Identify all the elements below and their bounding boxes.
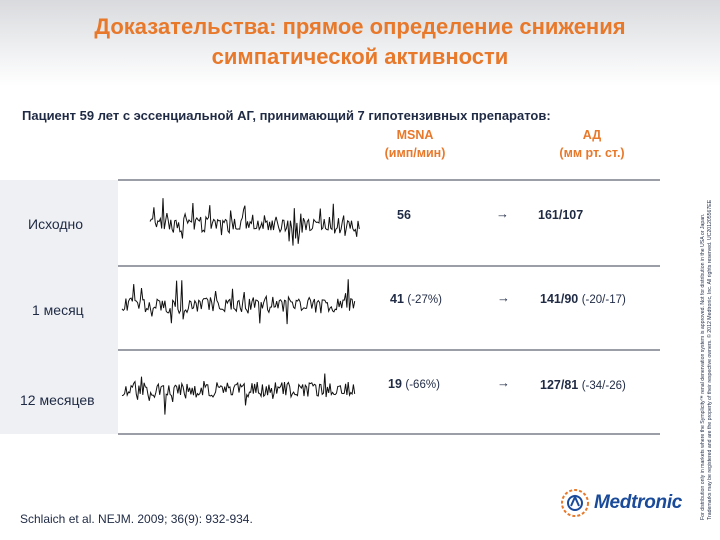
slide-title: Доказательства: прямое определение сниже… [0,12,720,72]
msna-value-1-month: 41 (-27%) [390,292,442,306]
msna-number: 56 [397,208,411,222]
row-label-12-months: 12 месяцев [20,392,95,408]
legal-side-note: For distribution only in markets where t… [700,80,714,520]
msna-change: (-27%) [407,294,442,306]
ad-number: 141/90 [540,292,579,306]
medtronic-mark-icon [561,489,589,517]
msna-number: 41 [390,292,404,306]
label-column-bg [0,180,118,434]
side-note-line-1: For distribution only in markets where t… [700,213,706,521]
column-header-ad: АД (мм рт. ст.) [532,126,652,162]
arrow-right-icon: → [497,290,510,305]
ad-header-line-1: АД [582,128,602,142]
row-label-baseline: Исходно [28,216,84,232]
ad-number: 127/81 [540,378,579,392]
slide-subtitle: Пациент 59 лет с эссенциальной АГ, прини… [22,108,551,123]
citation: Schlaich et al. NEJM. 2009; 36(9): 932-9… [20,512,253,526]
ad-change: (-34/-26) [581,380,626,392]
ad-value-1-month: 141/90 (-20/-17) [540,292,626,306]
msna-number: 19 [388,377,402,391]
ad-value-baseline: 161/107 [538,208,583,222]
msna-change: (-66%) [405,379,440,391]
msna-trace-row-1 [121,279,356,325]
arrow-right-icon: → [497,375,510,390]
brand-name: Medtronic [594,492,683,513]
row-label-1-month: 1 месяц [32,302,84,318]
msna-trace-row-2 [121,373,356,415]
title-line-1: Доказательства: прямое определение сниже… [94,14,626,39]
medtronic-logo: Medtronic [560,488,682,518]
msna-value-12-months: 19 (-66%) [388,377,440,391]
ad-value-12-months: 127/81 (-34/-26) [540,378,626,392]
header-band [0,0,720,86]
column-header-msna: MSNA (имп/мин) [360,126,470,162]
msna-header-line-2: (имп/мин) [384,146,446,160]
ad-number: 161/107 [538,208,584,222]
title-line-2: симпатической активности [211,44,509,69]
arrow-right-icon: → [496,206,509,221]
ad-change: (-20/-17) [581,294,626,306]
ad-header-line-2: (мм рт. ст.) [559,146,625,160]
msna-value-baseline: 56 [397,208,411,222]
msna-trace-row-0 [149,198,360,246]
msna-header-line-1: MSNA [396,128,434,142]
side-note-line-2: Trademarks may be registered and are the… [707,199,713,520]
